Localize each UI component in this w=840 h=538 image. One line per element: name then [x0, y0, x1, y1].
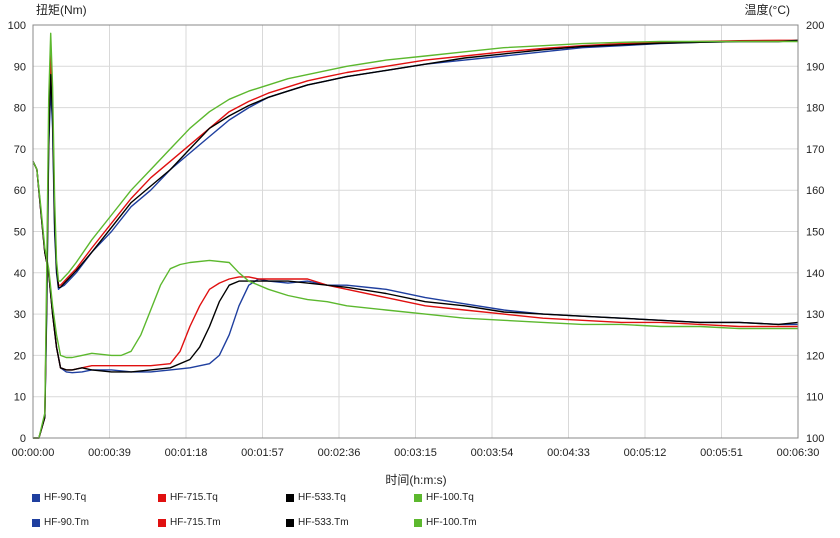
series-line-hf-100-tm [33, 32, 798, 439]
x-tick-label: 00:03:54 [471, 447, 514, 459]
legend-swatch [158, 518, 166, 527]
y-right-tick-label: 160 [806, 185, 824, 197]
y-right-tick-label: 140 [806, 268, 824, 280]
legend-label: HF-90.Tm [44, 517, 89, 528]
legend-item: HF-533.Tm [286, 517, 349, 528]
y-left-axis-label: 扭矩(Nm) [36, 3, 87, 17]
legend-label: HF-90.Tq [44, 492, 87, 503]
y-left-tick-label: 30 [14, 309, 26, 321]
y-left-tick-label: 10 [14, 392, 26, 404]
x-tick-label: 00:05:51 [700, 447, 743, 459]
y-left-tick-label: 60 [14, 185, 26, 197]
y-right-tick-label: 200 [806, 20, 824, 32]
legend-item: HF-533.Tq [286, 492, 346, 503]
x-tick-label: 00:02:36 [318, 447, 361, 459]
y-right-tick-label: 110 [806, 392, 824, 404]
series-line-hf-533-tq [32, 161, 799, 373]
legend-swatch [414, 518, 422, 527]
legend-item: HF-100.Tq [414, 492, 474, 503]
x-tick-label: 00:00:39 [88, 447, 131, 459]
x-tick-label: 00:05:12 [624, 447, 667, 459]
y-left-tick-label: 50 [14, 227, 26, 239]
legend-item: HF-715.Tq [158, 492, 218, 503]
y-left-tick-label: 90 [14, 61, 26, 73]
y-right-tick-label: 170 [806, 144, 824, 156]
y-right-tick-label: 120 [806, 350, 824, 362]
x-tick-label: 00:03:15 [394, 447, 437, 459]
tick-labels: 0 100 10 110 20 120 30 130 40 140 50 150 60 160 70 170 8… [8, 20, 825, 459]
legend-label: HF-100.Tq [426, 492, 474, 503]
y-left-tick-label: 20 [14, 350, 26, 362]
legend-swatch [286, 493, 294, 502]
legend-row-temperature: HF-90.Tm HF-715.Tm HF-533.Tm HF-100.Tm [0, 517, 840, 531]
y-right-tick-label: 180 [806, 103, 824, 115]
legend-swatch [32, 518, 40, 527]
legend-label: HF-715.Tq [170, 492, 218, 503]
legend-label: HF-533.Tm [298, 517, 349, 528]
plot-frame [32, 24, 799, 439]
legend-item: HF-90.Tq [32, 492, 86, 503]
grid-lines [33, 25, 798, 438]
y-left-tick-label: 80 [14, 103, 26, 115]
y-right-tick-label: 150 [806, 227, 824, 239]
legend-item: HF-100.Tm [414, 517, 477, 528]
legend-label: HF-715.Tm [170, 517, 221, 528]
y-right-tick-label: 130 [806, 309, 824, 321]
legend-label: HF-533.Tq [298, 492, 346, 503]
legend-item: HF-90.Tm [32, 517, 89, 528]
legend-label: HF-100.Tm [426, 517, 477, 528]
y-right-tick-label: 100 [806, 433, 824, 445]
legend-swatch [414, 493, 422, 502]
x-tick-label: 00:01:18 [165, 447, 208, 459]
x-tick-label: 00:00:00 [12, 447, 55, 459]
x-tick-label: 00:01:57 [241, 447, 284, 459]
y-left-tick-label: 40 [14, 268, 26, 280]
legend-swatch [286, 518, 294, 527]
legend-swatch [32, 493, 40, 502]
x-axis-label: 时间(h:m:s) [385, 473, 446, 487]
series-line-hf-100-tq [32, 161, 798, 359]
series-lines [32, 32, 799, 439]
y-left-tick-label: 0 [20, 433, 26, 445]
y-right-tick-label: 190 [806, 61, 824, 73]
x-tick-label: 00:06:30 [777, 447, 820, 459]
x-tick-label: 00:04:33 [547, 447, 590, 459]
legend-row-torque: HF-90.Tq HF-715.Tq HF-533.Tq HF-100.Tq [0, 492, 840, 506]
y-left-tick-label: 70 [14, 144, 26, 156]
legend-item: HF-715.Tm [158, 517, 221, 528]
legend-swatch [158, 493, 166, 502]
y-right-axis-label: 温度(°C) [745, 2, 790, 17]
y-left-tick-label: 100 [8, 20, 26, 32]
